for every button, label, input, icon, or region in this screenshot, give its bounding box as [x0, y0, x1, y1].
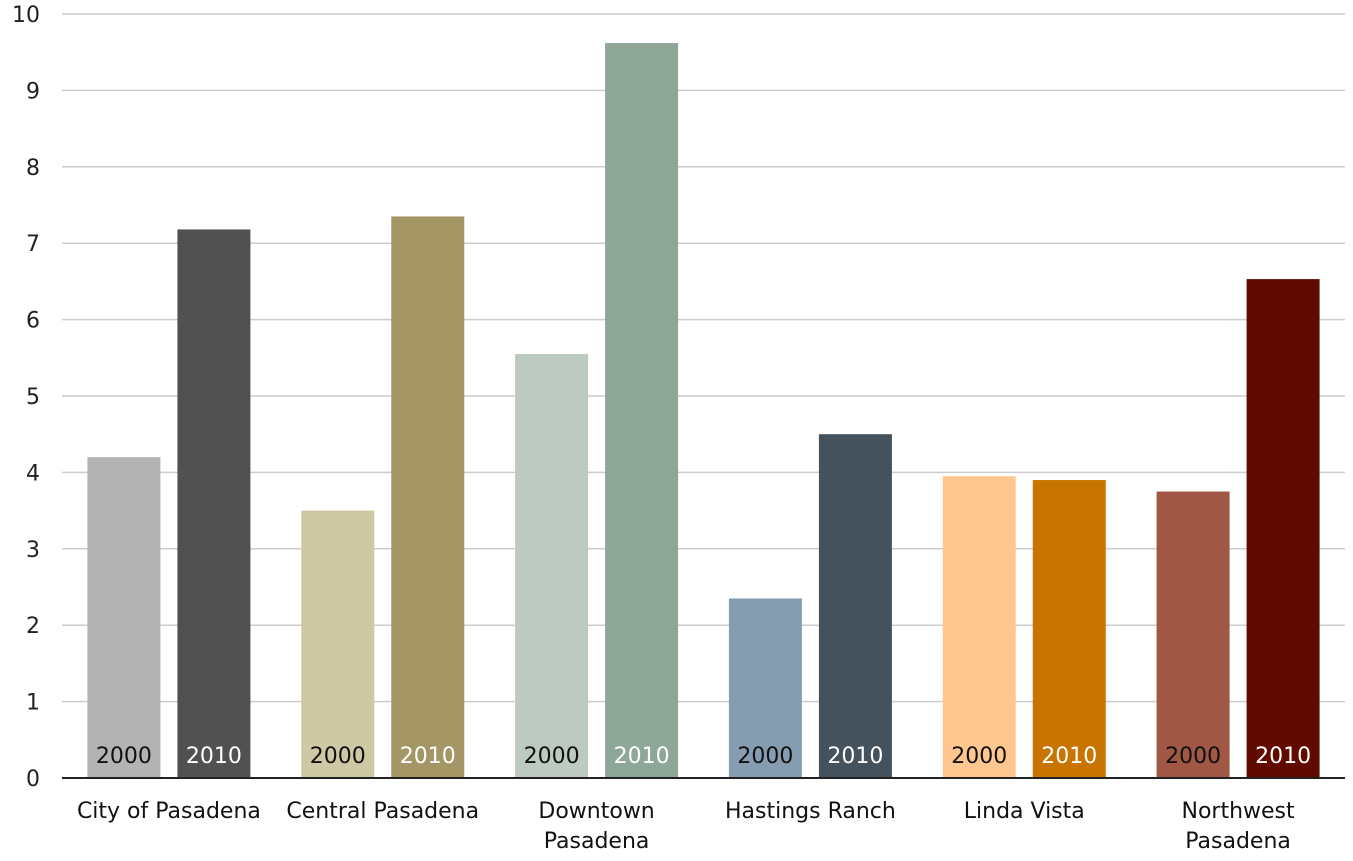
x-category-label: Central Pasadena	[286, 799, 479, 824]
y-tick-label: 10	[12, 3, 40, 28]
bar-2010	[177, 229, 251, 778]
y-tick-label: 9	[26, 79, 40, 104]
y-tick-label: 6	[26, 309, 40, 334]
bar-year-label: 2000	[310, 744, 366, 769]
y-tick-label: 3	[26, 538, 40, 563]
grid-lines	[62, 13, 1345, 703]
y-tick-label: 1	[26, 691, 40, 716]
bar-year-label: 2010	[614, 744, 670, 769]
bar-year-label: 2010	[400, 744, 456, 769]
bar-2010	[818, 434, 892, 778]
bar-2010	[1246, 279, 1320, 778]
bar-2010	[1032, 480, 1106, 778]
bar-year-label: 2000	[524, 744, 580, 769]
x-category-label: Northwest Pasadena	[1182, 799, 1296, 854]
bar-year-label: 2000	[1165, 744, 1221, 769]
bar-2000	[515, 353, 589, 778]
bars: 2000 2010 2000 2010 2000 2010 2000 2010 2000 2010…	[87, 43, 1320, 779]
bar-2000	[1156, 491, 1230, 778]
y-tick-label: 5	[26, 385, 40, 410]
x-axis-category-labels: City of Pasadena Central Pasadena Downtown…	[77, 799, 1295, 854]
bar-year-label: 2000	[737, 744, 793, 769]
bar-year-label: 2010	[827, 744, 883, 769]
x-category-label: Linda Vista	[964, 799, 1085, 824]
bar-year-label: 2000	[96, 744, 152, 769]
x-category-label: City of Pasadena	[77, 799, 261, 824]
y-tick-label: 8	[26, 156, 40, 181]
bar-2010	[391, 216, 465, 778]
x-category-label: Downtown Pasadena	[538, 799, 654, 854]
y-tick-label: 4	[26, 461, 40, 486]
bar-year-label: 2000	[951, 744, 1007, 769]
bar-2000	[942, 476, 1016, 778]
y-axis-tick-labels: 0 1 2 3 4 5 6 7 8 9 10	[12, 3, 40, 792]
bar-year-label: 2010	[186, 744, 242, 769]
bar-2000	[87, 457, 161, 778]
bar-year-label: 2010	[1255, 744, 1311, 769]
x-category-label: Hastings Ranch	[725, 799, 896, 824]
bar-2010	[605, 43, 679, 779]
bar-2000	[728, 598, 802, 778]
bar-year-label: 2010	[1041, 744, 1097, 769]
y-tick-label: 0	[26, 767, 40, 792]
bar-2000	[301, 510, 375, 778]
y-tick-label: 7	[26, 232, 40, 257]
y-tick-label: 2	[26, 614, 40, 639]
